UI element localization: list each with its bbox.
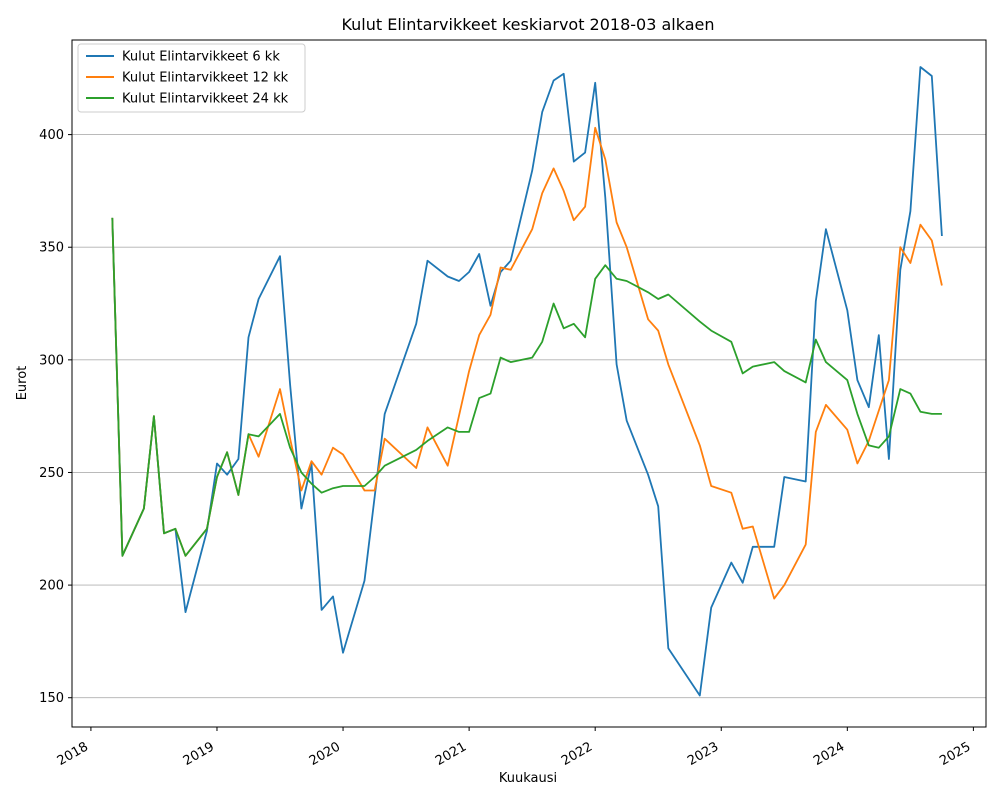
y-axis-label: Eurot — [15, 366, 30, 401]
gridlines — [72, 134, 986, 699]
plot-frame — [71, 39, 987, 728]
x-tick-label: 2019 — [181, 739, 217, 769]
chart-title: Kulut Elintarvikkeet keskiarvot 2018-03 … — [341, 15, 714, 34]
x-tick-label: 2025 — [937, 739, 973, 769]
y-tick-label: 300 — [39, 353, 64, 368]
series-line-1 — [111, 66, 943, 697]
x-axis-ticks: 2018 2019 2020 2021 2022 2023 2024 2025 — [55, 727, 974, 769]
x-axis-label: Kuukausi — [499, 771, 557, 786]
y-axis-ticks: 150 200 250 300 350 400 — [39, 128, 72, 706]
x-tick-label: 2021 — [433, 739, 469, 769]
y-tick-label: 150 — [39, 691, 64, 706]
y-tick-label: 350 — [39, 241, 64, 256]
x-tick-label: 2020 — [307, 739, 343, 769]
legend-label-3: Kulut Elintarvikkeet 24 kk — [122, 92, 289, 107]
x-tick-label: 2018 — [55, 739, 91, 769]
x-tick-label: 2024 — [811, 739, 847, 769]
legend-label-1: Kulut Elintarvikkeet 6 kk — [122, 50, 280, 65]
y-tick-label: 250 — [39, 466, 64, 481]
legend: Kulut Elintarvikkeet 6 kk Kulut Elintarvi… — [77, 43, 306, 113]
legend-label-2: Kulut Elintarvikkeet 12 kk — [122, 71, 289, 86]
x-tick-label: 2022 — [559, 739, 595, 769]
y-tick-label: 400 — [39, 128, 64, 143]
series-lines — [111, 66, 943, 697]
x-tick-label: 2023 — [685, 739, 721, 769]
legend-box — [77, 43, 306, 113]
series-line-2 — [111, 126, 943, 600]
series-line-3 — [111, 217, 942, 557]
y-tick-label: 200 — [39, 579, 64, 594]
